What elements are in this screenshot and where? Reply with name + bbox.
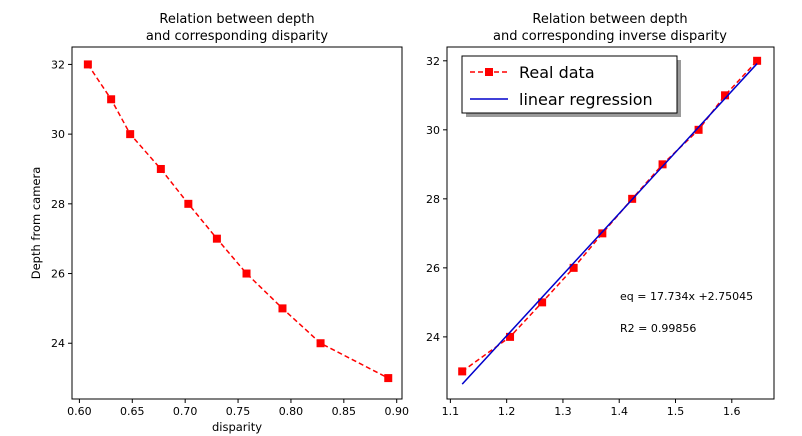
left-data-point [126,130,135,139]
left-chart-title-line2: and corresponding disparity [146,29,328,44]
left-data-point [278,304,287,313]
right-chart-title-line2: and corresponding inverse disparity [493,29,727,44]
right-series-line-linear-regression [461,63,758,385]
left-x-tick-label: 0.90 [384,405,409,418]
right-data-point [721,91,730,100]
left-data-point [316,339,325,348]
right-data-point [506,332,515,341]
legend-box [461,55,678,114]
left-y-tick-label: 32 [51,58,65,71]
left-data-point [184,199,193,208]
regression-equation: eq = 17.734x +2.75045 [620,290,753,303]
right-data-point [753,56,762,65]
right-y-tick-label: 32 [426,55,440,68]
right-y-tick-label: 30 [426,124,440,137]
right-data-point [569,263,578,272]
right-x-tick-label: 1.4 [610,405,628,418]
left-x-tick-label: 0.85 [332,405,357,418]
right-x-tick-label: 1.3 [554,405,572,418]
left-x-tick-label: 0.65 [120,405,145,418]
right-x-ticks: 1.1 1.2 1.3 1.4 1.5 1.6 [442,399,741,418]
left-series [83,60,393,383]
left-y-tick-label: 24 [51,337,65,350]
right-x-tick-label: 1.2 [498,405,516,418]
right-y-tick-label: 24 [426,331,440,344]
right-data-point [658,160,667,169]
right-y-ticks: 24 26 28 30 32 [426,55,447,344]
left-y-tick-label: 30 [51,128,65,141]
left-data-point [107,95,116,104]
legend-label-linear-regression: linear regression [519,90,653,109]
left-data-point [242,269,251,278]
left-x-axis-label: disparity [212,420,262,434]
right-chart: Relation between depth and corresponding… [426,12,775,418]
left-x-tick-label: 0.70 [173,405,198,418]
right-x-tick-label: 1.6 [723,405,741,418]
left-x-tick-label: 0.75 [226,405,251,418]
right-x-tick-label: 1.1 [442,405,460,418]
left-y-tick-label: 26 [51,268,65,281]
left-x-tick-label: 0.80 [279,405,304,418]
legend: Real data linear regression [461,55,681,117]
left-x-tick-label: 0.60 [67,405,92,418]
right-series [458,56,762,385]
left-plot-frame [71,46,403,400]
left-chart-title-line1: Relation between depth [159,12,314,27]
right-chart-title-line1: Relation between depth [532,12,687,27]
left-data-point [156,164,165,173]
left-chart: Relation between depth and corresponding… [29,12,409,434]
r-squared: R2 = 0.99856 [620,322,696,335]
right-data-point [598,229,607,238]
right-data-point [458,367,467,376]
right-y-tick-label: 26 [426,262,440,275]
left-data-point [212,234,221,243]
legend-label-real-data: Real data [519,63,595,82]
right-data-point [694,125,703,134]
left-series-line-real-data [87,64,389,379]
right-y-tick-label: 28 [426,193,440,206]
left-y-axis-label: Depth from camera [29,167,43,280]
right-data-point [538,298,547,307]
left-data-point [384,374,393,383]
right-plot-frame [446,46,775,400]
left-x-ticks: 0.60 0.65 0.70 0.75 0.80 0.85 0.90 [67,399,409,418]
left-y-tick-label: 28 [51,198,65,211]
legend-marker-real-data [485,68,493,76]
left-data-point [83,60,92,69]
right-x-tick-label: 1.5 [667,405,685,418]
left-y-ticks: 24 26 28 30 32 [51,58,72,350]
